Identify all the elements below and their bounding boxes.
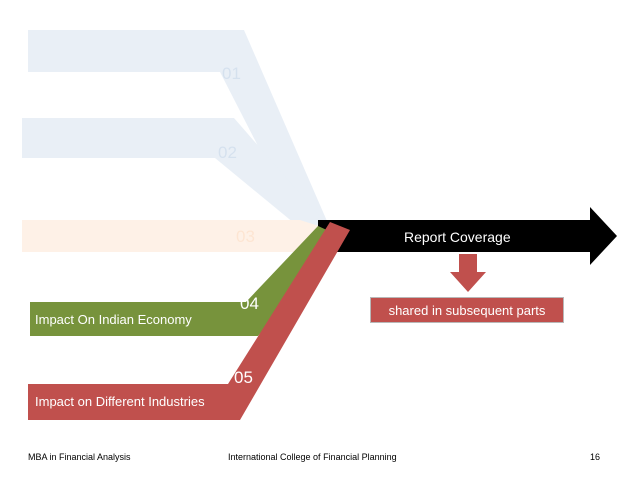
branch-04-number: 04 [240,294,259,313]
shared-note-text: shared in subsequent parts [388,302,546,318]
branch-01-number: 01 [222,64,241,83]
branch-02-shape [22,118,330,228]
branch-02-number: 02 [218,143,237,162]
shared-note-box: shared in subsequent parts [370,297,564,323]
branch-04-label: Impact On Indian Economy [35,312,192,327]
faded-branches [22,30,330,252]
footer-left: MBA in Financial Analysis [28,452,131,462]
footer-center: International College of Financial Plann… [228,452,397,462]
branch-05-shape [28,222,350,420]
branch-03-shape [22,220,325,252]
branch-05-number: 05 [234,368,253,387]
report-coverage-label: Report Coverage [404,229,511,245]
branch-04-shape [30,226,340,336]
footer-page-number: 16 [590,452,601,462]
branch-01-shape [28,30,330,228]
branch-03-number: 03 [236,227,255,246]
branch-05-label: Impact on Different Industries [35,394,205,409]
report-coverage-arrow [318,207,617,265]
down-arrow [450,254,486,292]
